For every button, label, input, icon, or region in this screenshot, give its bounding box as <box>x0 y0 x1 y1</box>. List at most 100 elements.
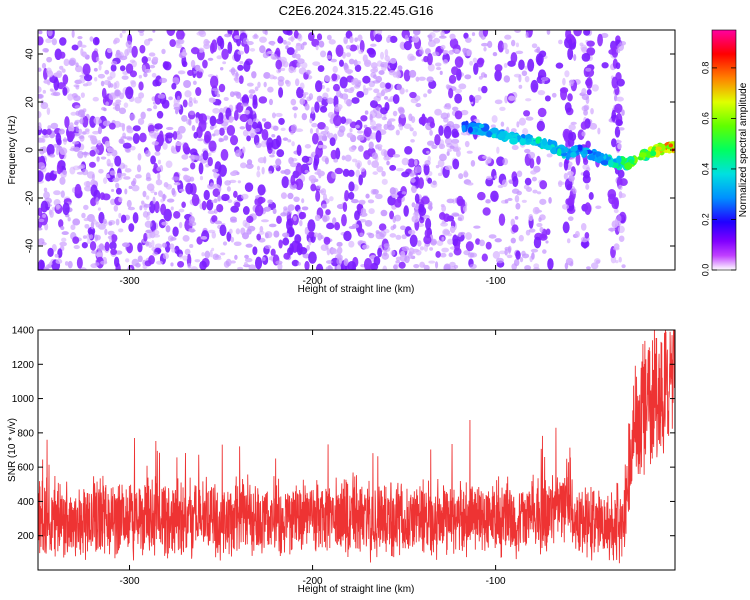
spectrogram-noise-point <box>218 83 226 93</box>
spectrogram-noise-point <box>295 53 301 60</box>
spectrogram-noise-point <box>260 219 269 223</box>
spectrogram-noise-point <box>137 242 143 253</box>
spectrogram-noise-point <box>372 189 379 195</box>
spectrogram-noise-point <box>383 243 390 248</box>
spectrogram-noise-point <box>131 45 138 58</box>
spectrogram-noise-point <box>409 172 415 177</box>
spectrogram-noise-point <box>246 215 254 224</box>
spectrogram-noise-point <box>423 93 428 98</box>
spectrogram-noise-point <box>376 166 384 173</box>
spectrogram-noise-point <box>386 120 392 128</box>
spectrogram-noise-point <box>537 107 547 118</box>
spectrogram-noise-point <box>78 128 83 135</box>
spectrogram-noise-point <box>53 170 58 175</box>
spectrogram-noise-point <box>155 179 163 186</box>
spectrogram-noise-point <box>145 214 150 221</box>
spectrogram-noise-point <box>431 144 438 150</box>
spectrogram-noise-point <box>272 164 280 169</box>
spectrogram-noise-point <box>359 40 365 53</box>
spectrogram-noise-point <box>321 134 328 142</box>
spectrogram-noise-point <box>536 222 543 228</box>
spectrogram-noise-point <box>544 95 551 102</box>
spectrogram-noise-point <box>377 247 383 258</box>
spectrogram-noise-point <box>114 256 120 268</box>
spectrogram-noise-point <box>391 193 399 199</box>
spectrogram-noise-point <box>392 153 401 158</box>
spectrogram-noise-point <box>536 120 545 132</box>
spectrogram-noise-point <box>325 265 334 270</box>
spectrogram-noise-point <box>502 158 509 166</box>
spectrogram-noise-point <box>146 108 152 112</box>
spectrogram-noise-point <box>138 81 144 91</box>
spectrogram-noise-point <box>114 89 121 97</box>
spectrogram-noise-point <box>584 202 592 215</box>
spectrogram-noise-point <box>422 264 427 268</box>
spectrogram-noise-point <box>125 258 130 263</box>
spectrogram-noise-point <box>262 52 269 59</box>
spectrogram-noise-point <box>46 56 53 63</box>
spectrogram-noise-point <box>212 168 219 173</box>
spectrogram-noise-point <box>563 159 569 171</box>
spectrogram-noise-point <box>248 264 256 270</box>
spectrogram-noise-point <box>283 252 291 260</box>
spectrogram-noise-point <box>287 204 295 211</box>
spectrogram-noise-point <box>92 96 99 102</box>
spectrogram-noise-point <box>205 40 211 44</box>
spectrogram-noise-point <box>447 238 453 245</box>
spectrogram-noise-point <box>455 149 461 158</box>
spectrogram-noise-point <box>581 52 591 62</box>
spectrogram-noise-point <box>588 192 594 200</box>
spectrogram-noise-point <box>127 206 135 211</box>
spectrogram-noise-point <box>59 176 66 185</box>
spectrogram-noise-point <box>477 191 486 201</box>
spectrogram-noise-point <box>176 95 181 103</box>
spectrogram-noise-point <box>165 183 173 190</box>
snr-x-axis-label: Height of straight line (km) <box>298 584 415 595</box>
spectrogram-noise-point <box>257 196 264 205</box>
spectrogram-noise-point <box>363 59 372 67</box>
spectrogram-noise-point <box>332 65 338 73</box>
signal-point <box>588 154 596 161</box>
spectrogram-noise-point <box>271 138 280 150</box>
spectrogram-noise-point <box>386 59 393 64</box>
spectrogram-noise-point <box>398 261 406 269</box>
spectrogram-noise-point <box>308 175 317 182</box>
spectrogram-noise-point <box>471 32 476 37</box>
spectrogram-noise-point <box>182 255 188 261</box>
spectrogram-noise-point <box>355 124 360 129</box>
spectrogram-noise-point <box>564 37 573 49</box>
spectrogram-noise-point <box>373 95 381 102</box>
spectrogram-noise-point <box>449 33 456 40</box>
spectrogram-noise-point <box>463 170 468 178</box>
spectrogram-noise-point <box>399 225 406 231</box>
spectrogram-noise-point <box>121 242 130 248</box>
spectrogram-noise-point <box>152 196 156 205</box>
spectrogram-noise-point <box>344 189 350 202</box>
spectrogram-noise-point <box>235 228 241 235</box>
spectrogram-noise-point <box>41 137 46 143</box>
spectrogram-noise-point <box>68 57 77 66</box>
spectrogram-noise-point <box>80 48 84 56</box>
spectrogram-noise-point <box>40 200 49 213</box>
spectrogram-noise-point <box>261 128 269 141</box>
spectrogram-noise-point <box>524 177 532 186</box>
spectrogram-noise-point <box>615 260 619 264</box>
spectrogram-noise-point <box>563 130 569 143</box>
spectrogram-noise-point <box>401 157 409 166</box>
spectrogram-noise-point <box>228 115 234 123</box>
spectrogram-noise-point <box>316 170 325 177</box>
spectrogram-noise-point <box>278 87 284 98</box>
spectrogram-noise-point <box>188 100 193 108</box>
spectrogram-noise-point <box>440 44 446 50</box>
spectrogram-noise-point <box>239 126 246 130</box>
spectrogram-noise-point <box>40 165 47 173</box>
spectrogram-noise-point <box>273 230 280 238</box>
colorbar-frame <box>711 29 737 271</box>
signal-point <box>654 149 661 158</box>
spectrogram-noise-point <box>100 156 107 160</box>
spectrogram-noise-point <box>281 176 289 189</box>
spectrogram-noise-point <box>268 256 274 261</box>
signal-point <box>544 144 553 151</box>
spectrogram-noise-point <box>466 182 474 186</box>
